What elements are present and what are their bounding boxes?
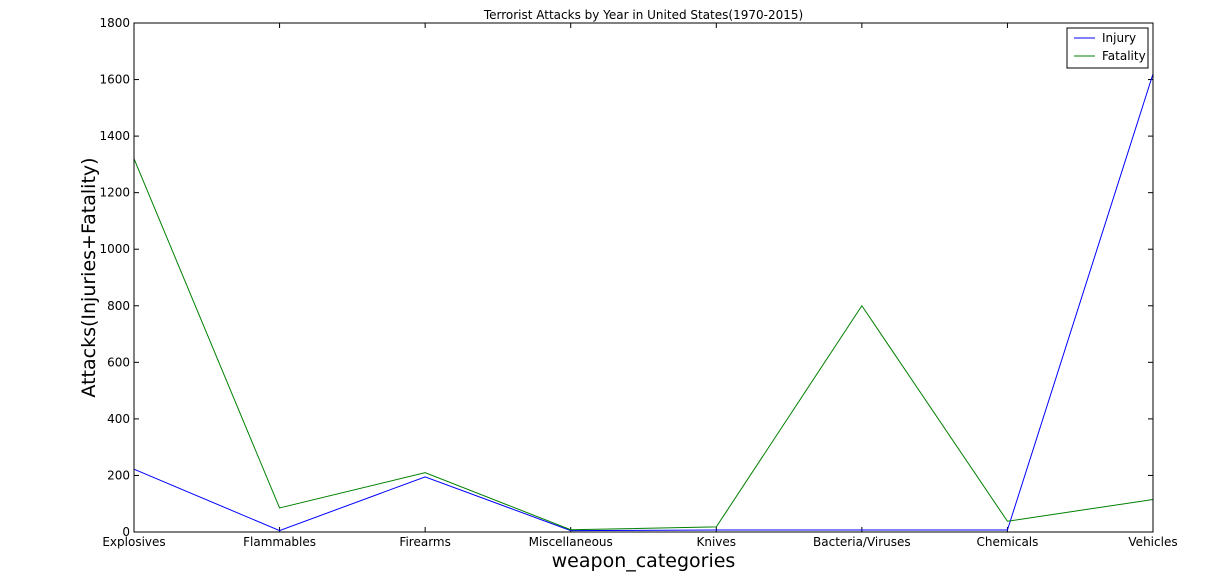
x-axis-ticks: Explosives Flammables Firearms Miscellaneou… bbox=[102, 23, 1178, 549]
y-tick-label: 1400 bbox=[99, 129, 130, 143]
x-tick-label: Bacteria/Viruses bbox=[813, 535, 911, 549]
x-tick-label: Explosives bbox=[102, 535, 165, 549]
legend-label-injury: Injury bbox=[1102, 31, 1136, 45]
legend-label-fatality: Fatality bbox=[1102, 49, 1146, 63]
x-tick-label: Firearms bbox=[399, 535, 450, 549]
y-tick-label: 800 bbox=[107, 299, 130, 313]
y-tick-label: 1600 bbox=[99, 73, 130, 87]
y-tick-label: 200 bbox=[107, 468, 130, 482]
x-tick-label: Chemicals bbox=[976, 535, 1038, 549]
legend: Injury Fatality bbox=[1066, 27, 1149, 69]
series-lines bbox=[133, 73, 1154, 532]
plot-frame bbox=[133, 22, 1154, 533]
y-tick-label: 1800 bbox=[99, 16, 130, 30]
chart-title: Terrorist Attacks by Year in United Stat… bbox=[483, 8, 803, 22]
series-line-fatality bbox=[133, 158, 1154, 531]
y-tick-label: 600 bbox=[107, 355, 130, 369]
x-tick-label: Flammables bbox=[243, 535, 316, 549]
x-tick-label: Miscellaneous bbox=[529, 535, 613, 549]
y-tick-label: 1200 bbox=[99, 186, 130, 200]
y-tick-label: 1000 bbox=[99, 242, 130, 256]
y-tick-label: 400 bbox=[107, 412, 130, 426]
series-line-injury bbox=[133, 73, 1154, 532]
x-tick-label: Knives bbox=[697, 535, 737, 549]
y-tick-label: 0 bbox=[122, 525, 130, 539]
x-tick-label: Vehicles bbox=[1128, 535, 1177, 549]
y-axis-ticks: 0 200 400 600 800 1000 1200 1400 1600 1800 bbox=[99, 16, 1153, 539]
y-axis-label: Attacks(Injuries+Fatality) bbox=[78, 157, 100, 397]
legend-box bbox=[1066, 27, 1149, 69]
x-axis-label: weapon_categories bbox=[552, 550, 736, 572]
